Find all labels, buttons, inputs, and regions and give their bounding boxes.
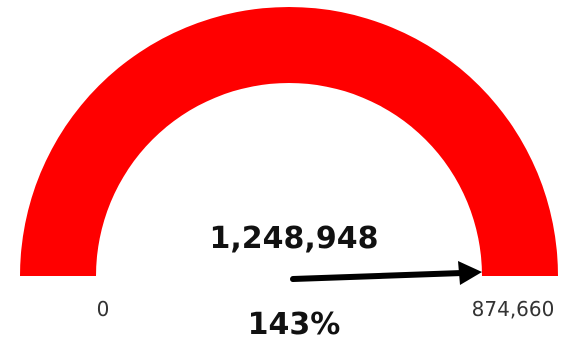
needle-arrow-head xyxy=(458,261,482,285)
gauge-percent-label: 143% xyxy=(248,307,341,337)
gauge-arc xyxy=(20,7,558,276)
needle-arrow-shaft xyxy=(290,270,465,282)
gauge-max-label: 874,660 xyxy=(472,297,555,321)
gauge-value-label: 1,248,948 xyxy=(210,221,379,256)
gauge-min-label: 0 xyxy=(97,297,110,321)
